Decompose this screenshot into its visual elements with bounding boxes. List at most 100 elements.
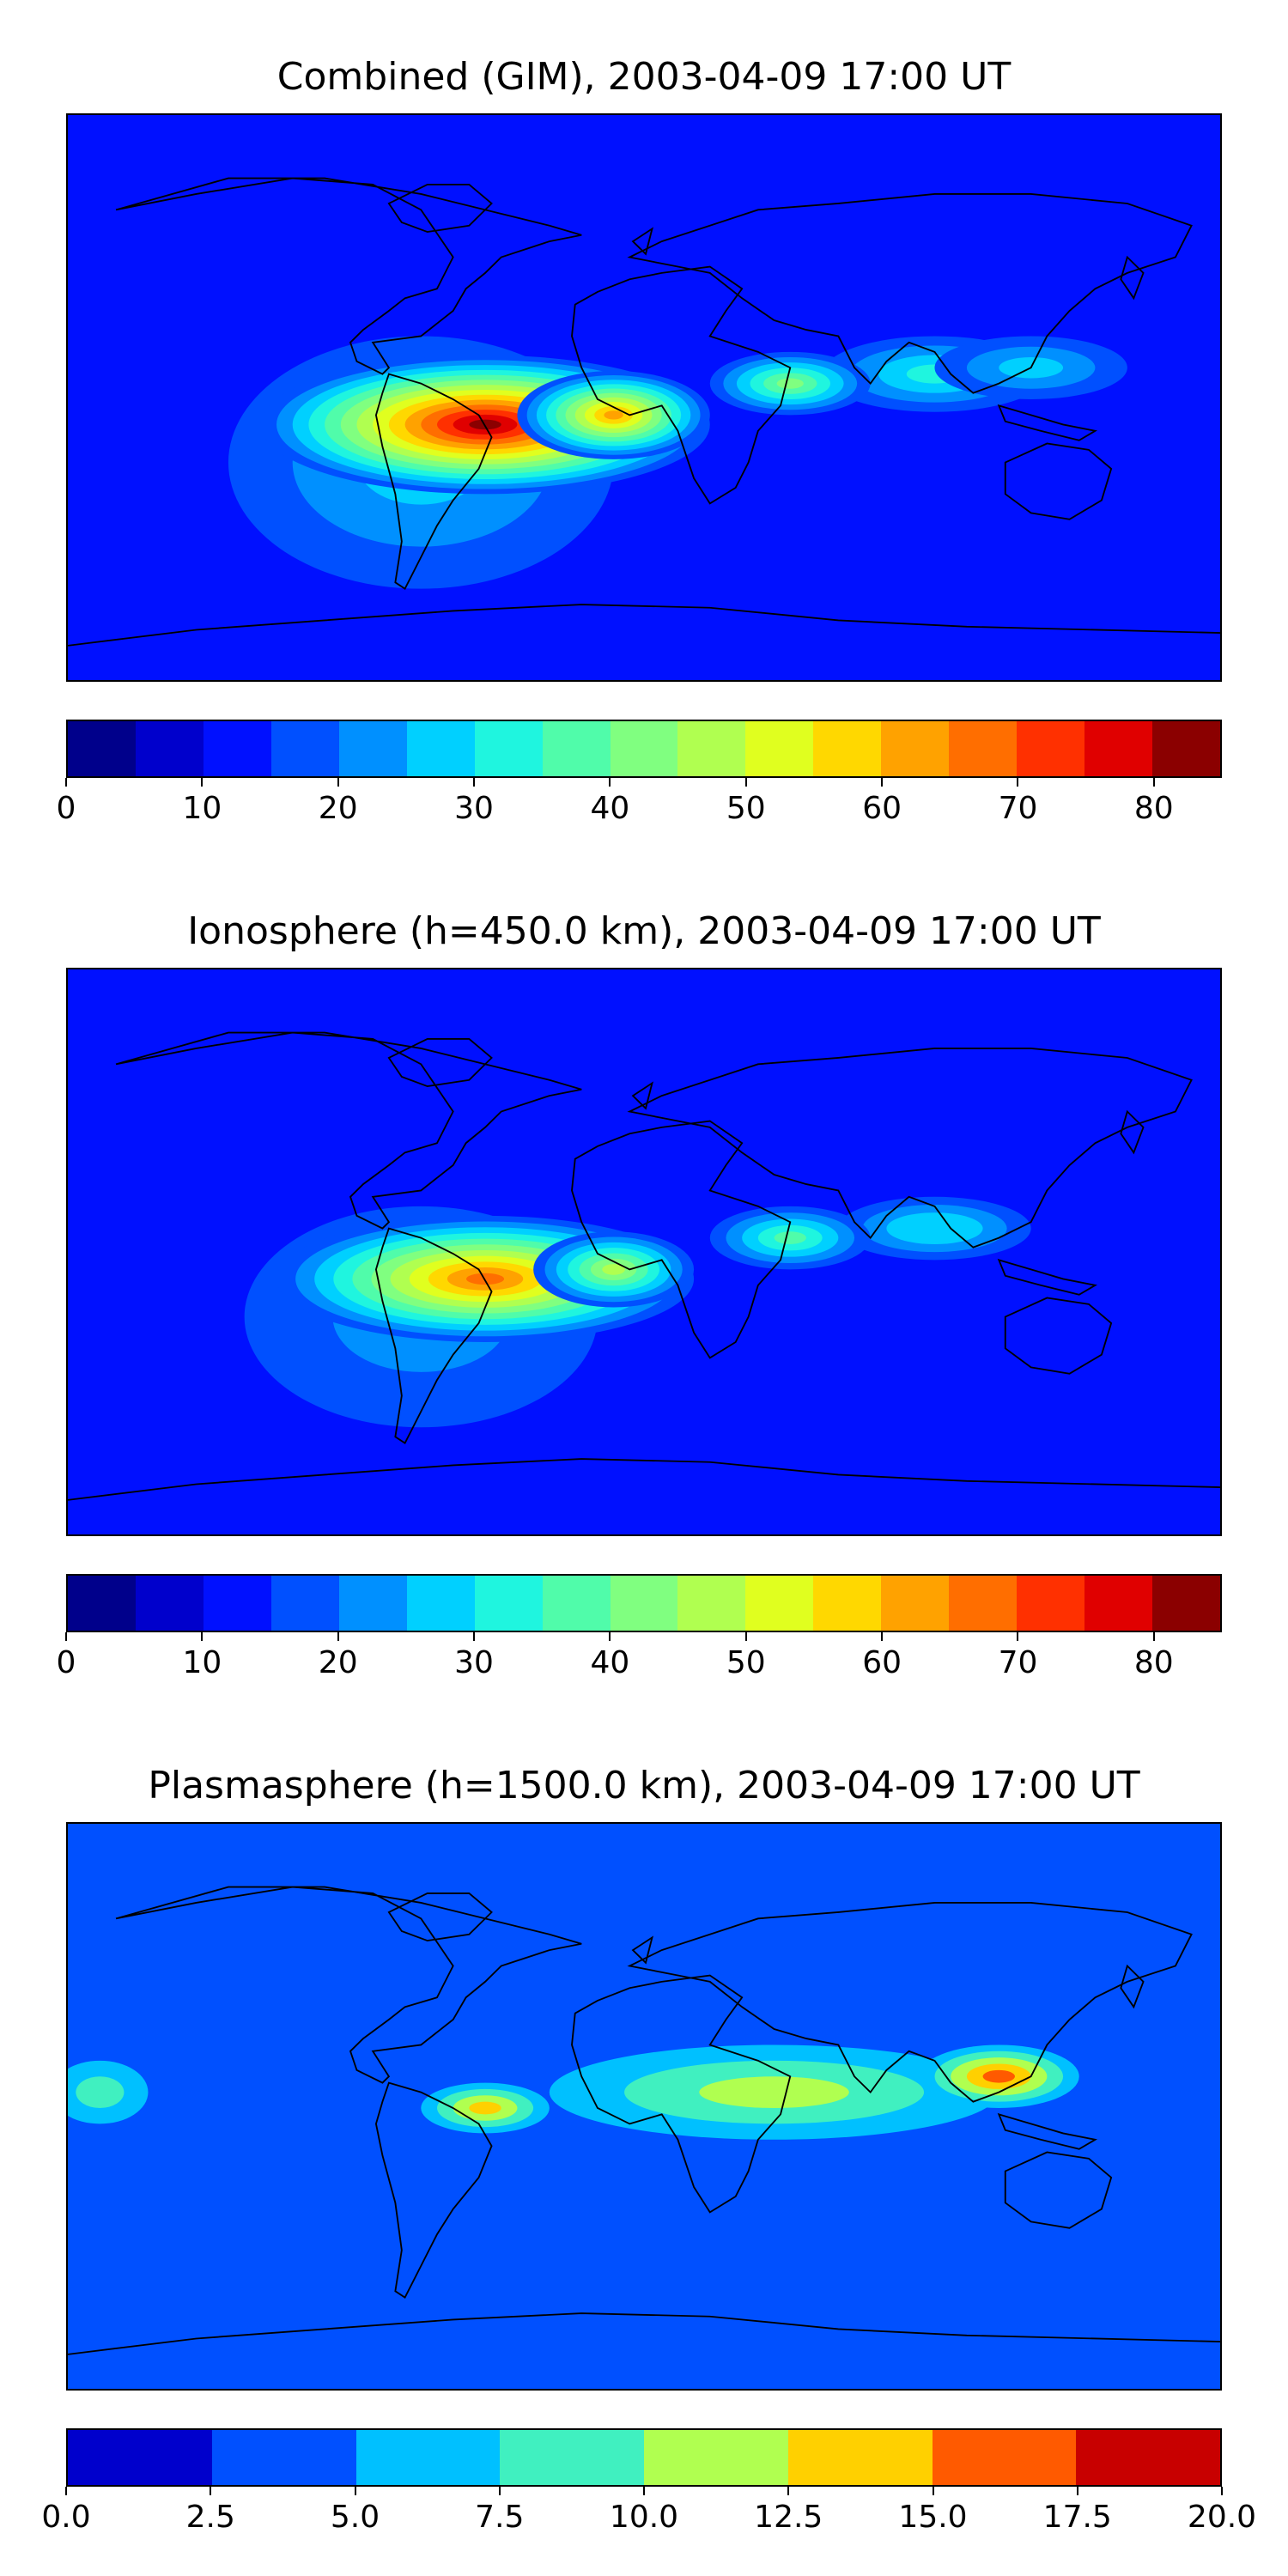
coastline-path [571, 265, 792, 505]
colorbar-tick-label: 20 [318, 791, 358, 826]
colorbar-tick-label: 10 [182, 1645, 222, 1680]
colorbar-tick-label: 30 [454, 791, 494, 826]
tec-contour-band [910, 1220, 959, 1236]
coastline-path [1004, 442, 1113, 520]
colorbar-tick [210, 2487, 212, 2495]
coastline-path [1004, 2151, 1113, 2229]
coastline-path [374, 373, 493, 591]
colorbar-tick [787, 2487, 790, 2495]
colorbar-tick-label: 10 [182, 791, 222, 826]
coastline-path [631, 227, 653, 256]
colorbar-tick [881, 1632, 884, 1641]
colorbar-combined: 0 10 20 30 40 50 60 70 80 [57, 720, 1222, 826]
colorbar-tick-label: 50 [726, 1645, 766, 1680]
tec-contour-band [604, 410, 623, 420]
colorbar-segment [135, 1576, 204, 1631]
colorbar-segment [610, 1576, 678, 1631]
colorbar-tick-label: 70 [998, 791, 1038, 826]
colorbar-tick-label: 40 [590, 791, 630, 826]
colorbar-tick [609, 1632, 611, 1641]
colorbar-segment [1084, 721, 1152, 776]
colorbar-segment [203, 1576, 271, 1631]
coastlines [68, 1886, 1220, 2355]
coastline-path [115, 1031, 582, 1230]
colorbar-segment [68, 1576, 136, 1631]
colorbar-tick-label: 5.0 [330, 2500, 380, 2535]
coastline-path [1120, 1964, 1145, 2009]
colorbar-tick [1221, 2487, 1223, 2495]
colorbar-segment [677, 721, 746, 776]
colorbar-tick [744, 778, 747, 787]
colorbar-tick [337, 778, 339, 787]
tec-map-svg [68, 1824, 1220, 2389]
colorbar-tick-label: 30 [454, 1645, 494, 1680]
colorbar-segment [610, 721, 678, 776]
coastline-path [627, 1048, 1193, 1249]
tec-contour-band [76, 2076, 125, 2108]
chart-title: Plasmasphere (h=1500.0 km), 2003-04-09 1… [148, 1764, 1140, 1807]
colorbar-segment [355, 2430, 501, 2485]
colorbar-segment [1152, 1576, 1220, 1631]
tec-contour-band [469, 2101, 501, 2115]
coastline-path [571, 1974, 792, 2214]
colorbar-segment [500, 2430, 644, 2485]
colorbar-segment [677, 1576, 746, 1631]
colorbar-segment [474, 1576, 543, 1631]
colorbar-segment [542, 721, 611, 776]
colorbar-tick [1076, 2487, 1078, 2495]
tec-map-svg [68, 115, 1220, 680]
colorbar-tick [65, 2487, 67, 2495]
colorbar-segment [135, 721, 204, 776]
map-ionosphere [66, 968, 1222, 1536]
colorbar-tick [932, 2487, 934, 2495]
coastlines [68, 1031, 1220, 1501]
colorbar-tick [881, 778, 884, 787]
colorbar-tick-label: 10.0 [609, 2500, 679, 2535]
tec-field [68, 969, 1220, 1534]
colorbar-tick [498, 2487, 501, 2495]
colorbar-tick-label: 15.0 [898, 2500, 968, 2535]
coastline-path [115, 177, 582, 375]
colorbar-tick [201, 778, 204, 787]
colorbar-box [66, 1574, 1222, 1632]
colorbar-tick [1152, 778, 1155, 787]
colorbar-segment [787, 2430, 933, 2485]
colorbar-segment [881, 721, 950, 776]
colorbar-segment [932, 2430, 1077, 2485]
colorbar-tick-label: 20.0 [1187, 2500, 1257, 2535]
colorbar-segment [1076, 2430, 1220, 2485]
coastline-path [1120, 1109, 1145, 1155]
colorbar-tick-label: 20 [318, 1645, 358, 1680]
colorbar-tick [609, 778, 611, 787]
coastline-path [997, 1258, 1097, 1296]
colorbar-segment [68, 2430, 212, 2485]
colorbar-tick [337, 1632, 339, 1641]
colorbar-tick-label: 12.5 [754, 2500, 823, 2535]
colorbar-segment [270, 1576, 339, 1631]
tec-field [68, 115, 1220, 680]
colorbar-tick [201, 1632, 204, 1641]
colorbar-tick-label: 80 [1133, 791, 1174, 826]
colorbar-tick-label: 0.0 [41, 2500, 91, 2535]
colorbar-tick [1152, 1632, 1155, 1641]
tec-contour-band [774, 1231, 806, 1244]
tec-contour-band [982, 2069, 1015, 2083]
colorbar-tick [643, 2487, 645, 2495]
coastline-path [571, 1120, 792, 1359]
coastline-path [387, 1037, 493, 1088]
coastline-path [68, 604, 1220, 647]
colorbar-tick-label: 50 [726, 791, 766, 826]
map-plasmasphere [66, 1822, 1222, 2391]
coastline-path [387, 1892, 493, 1942]
tec-contour-band [602, 1264, 625, 1275]
colorbar-tick [744, 1632, 747, 1641]
coastlines [68, 177, 1220, 647]
coastline-path [997, 2112, 1097, 2150]
tec-contour-band [699, 2076, 849, 2108]
colorbar-tick-label: 17.5 [1042, 2500, 1112, 2535]
colorbar-segment [338, 721, 407, 776]
colorbar-segment [211, 2430, 356, 2485]
colorbar-segment [813, 721, 882, 776]
colorbar-segment [406, 1576, 475, 1631]
colorbar-box [66, 2428, 1222, 2487]
